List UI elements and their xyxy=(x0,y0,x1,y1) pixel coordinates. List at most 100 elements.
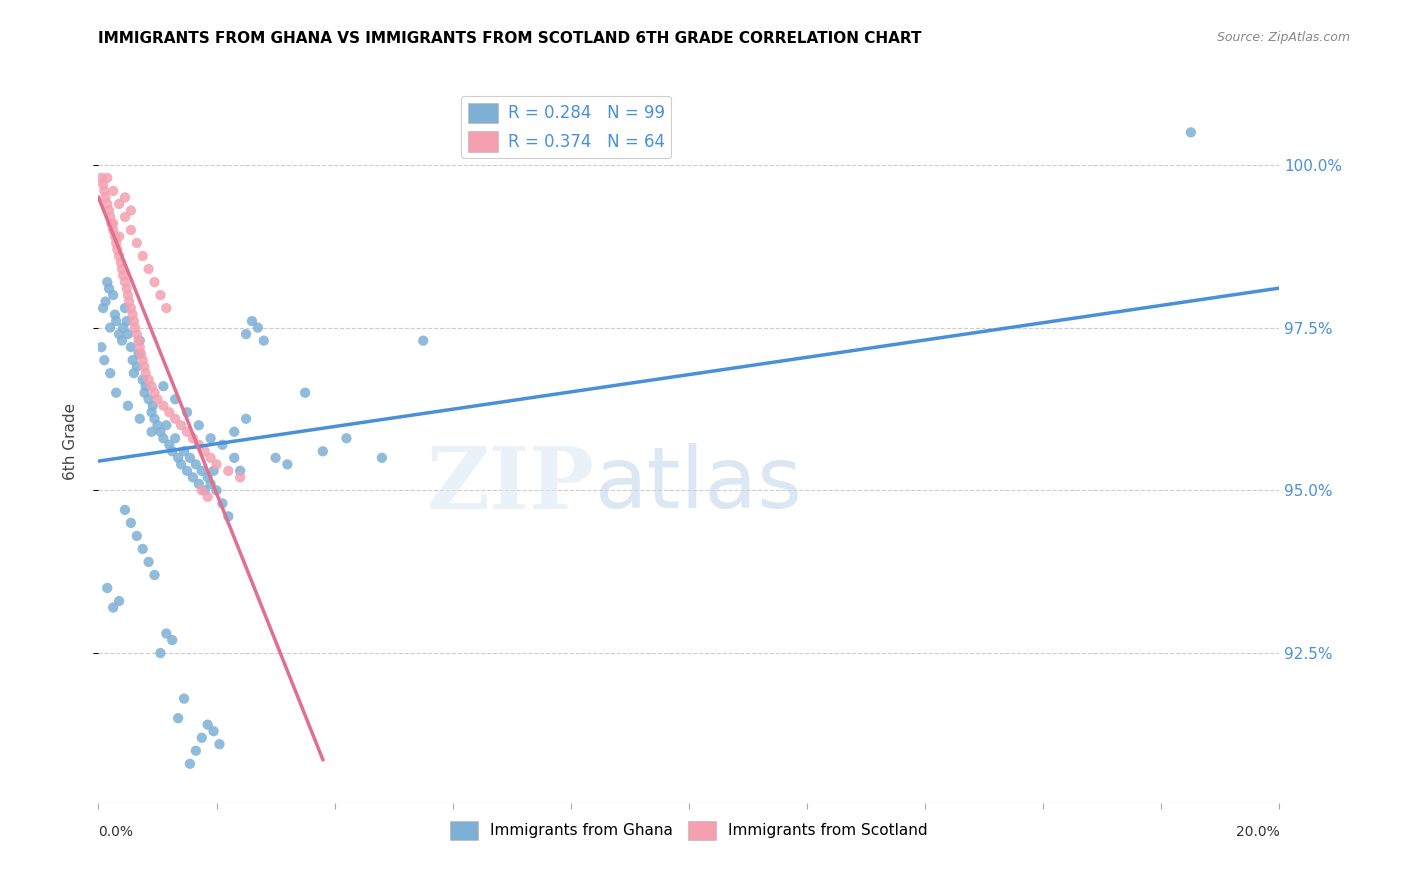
Point xyxy=(200,450,222,465)
Point xyxy=(155,301,177,315)
Point xyxy=(128,411,150,425)
Point xyxy=(117,399,139,413)
Point xyxy=(122,314,145,328)
Point xyxy=(157,438,180,452)
Point xyxy=(143,568,166,582)
Point xyxy=(125,235,148,250)
Point xyxy=(138,555,160,569)
Point xyxy=(103,600,125,615)
Point xyxy=(96,581,118,595)
Point xyxy=(141,405,163,419)
Point xyxy=(143,411,166,425)
Point xyxy=(100,217,122,231)
Point xyxy=(294,385,316,400)
Point xyxy=(105,385,128,400)
Point xyxy=(197,490,219,504)
Point xyxy=(108,197,131,211)
Point xyxy=(104,308,127,322)
Point xyxy=(211,496,233,510)
Point xyxy=(146,392,169,407)
Point xyxy=(200,431,222,445)
Text: ZIP: ZIP xyxy=(426,443,595,527)
Point xyxy=(103,184,125,198)
Point xyxy=(202,724,225,739)
Point xyxy=(114,503,136,517)
Point xyxy=(217,464,239,478)
Point xyxy=(152,379,174,393)
Point xyxy=(94,190,117,204)
Point xyxy=(120,301,142,315)
Point xyxy=(132,249,155,263)
Point xyxy=(142,399,165,413)
Text: Source: ZipAtlas.com: Source: ZipAtlas.com xyxy=(1216,31,1350,45)
Point xyxy=(173,444,195,458)
Point xyxy=(253,334,276,348)
Point xyxy=(191,483,214,498)
Point xyxy=(112,268,135,283)
Point xyxy=(187,476,209,491)
Point xyxy=(118,294,141,309)
Point xyxy=(146,418,169,433)
Point xyxy=(276,458,298,472)
Point xyxy=(117,288,139,302)
Point xyxy=(235,411,257,425)
Point xyxy=(229,470,252,484)
Point xyxy=(181,431,204,445)
Point xyxy=(197,717,219,731)
Point xyxy=(132,541,155,556)
Point xyxy=(235,327,257,342)
Point xyxy=(115,282,138,296)
Point xyxy=(120,340,142,354)
Point xyxy=(125,359,148,374)
Point xyxy=(194,444,217,458)
Point xyxy=(96,275,118,289)
Point xyxy=(135,366,157,380)
Point xyxy=(125,327,148,342)
Point xyxy=(120,223,142,237)
Point xyxy=(114,210,136,224)
Point xyxy=(132,353,155,368)
Point xyxy=(103,223,125,237)
Point xyxy=(412,334,434,348)
Point xyxy=(93,353,115,368)
Point xyxy=(141,425,163,439)
Point xyxy=(167,711,190,725)
Point xyxy=(134,359,156,374)
Point xyxy=(152,431,174,445)
Point xyxy=(91,301,114,315)
Point xyxy=(200,476,222,491)
Point xyxy=(149,646,172,660)
Point xyxy=(170,418,193,433)
Point xyxy=(117,327,139,342)
Point xyxy=(128,340,150,354)
Point xyxy=(105,243,128,257)
Point xyxy=(138,262,160,277)
Point xyxy=(312,444,335,458)
Point xyxy=(157,405,180,419)
Point xyxy=(205,483,228,498)
Point xyxy=(155,418,177,433)
Point xyxy=(104,229,127,244)
Point xyxy=(103,288,125,302)
Point xyxy=(120,516,142,530)
Point xyxy=(143,385,166,400)
Point xyxy=(162,633,183,648)
Text: IMMIGRANTS FROM GHANA VS IMMIGRANTS FROM SCOTLAND 6TH GRADE CORRELATION CHART: IMMIGRANTS FROM GHANA VS IMMIGRANTS FROM… xyxy=(98,31,922,46)
Point xyxy=(191,731,214,745)
Point xyxy=(371,450,394,465)
Point xyxy=(108,249,131,263)
Point xyxy=(129,346,152,360)
Point xyxy=(197,470,219,484)
Point xyxy=(217,509,239,524)
Point xyxy=(134,385,156,400)
Point xyxy=(179,756,201,771)
Point xyxy=(184,744,207,758)
Point xyxy=(167,450,190,465)
Point xyxy=(184,458,207,472)
Point xyxy=(155,626,177,640)
Text: 0.0%: 0.0% xyxy=(98,825,134,839)
Point xyxy=(114,190,136,204)
Text: atlas: atlas xyxy=(595,443,803,526)
Point xyxy=(114,301,136,315)
Point xyxy=(138,373,160,387)
